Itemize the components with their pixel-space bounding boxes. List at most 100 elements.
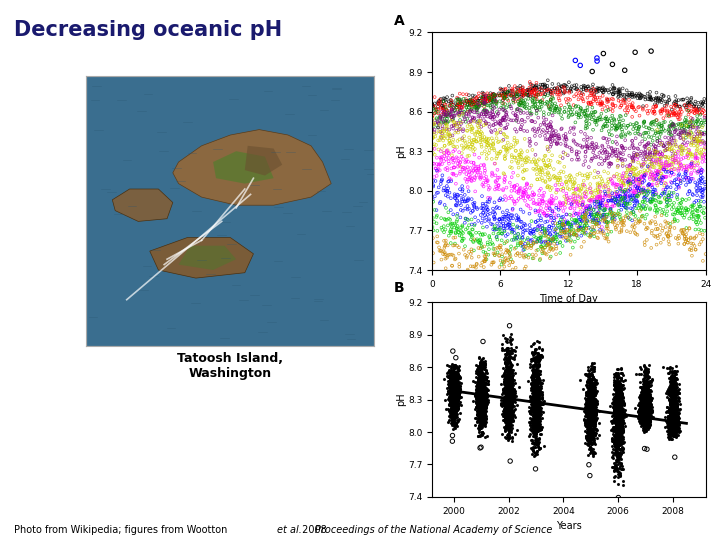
Point [478,375,490,383]
Point [617,150,629,159]
Point [667,367,679,376]
Point [477,406,489,414]
Point [637,408,649,417]
Point [641,391,652,400]
Point [655,130,667,138]
Point [445,407,456,415]
Point [545,132,557,140]
Point [564,231,575,240]
Point [663,153,675,161]
Point [633,187,644,195]
Point [638,384,649,393]
Point [570,219,581,227]
Point [471,400,482,409]
Point [639,396,651,405]
Point [530,376,541,385]
Point [571,201,582,210]
Point [638,398,649,407]
Point [547,221,559,230]
Point [668,411,680,420]
Text: B: B [394,281,405,295]
Point [500,377,511,386]
Point [616,438,628,447]
Point [672,393,683,402]
Point [666,410,678,419]
Point [460,109,472,118]
Point [667,119,679,128]
Point [674,114,685,123]
Point [578,81,590,90]
Point [527,362,539,371]
Point [539,208,550,217]
Point [505,374,517,383]
Point [697,129,708,138]
Point [504,218,516,227]
Point [666,372,678,380]
Point [580,418,592,427]
Point [637,409,649,418]
Point [474,397,486,406]
Point [446,404,458,413]
Point [530,139,541,148]
Point [625,204,636,213]
Point [639,414,650,422]
Point [467,124,478,133]
Point [642,415,653,423]
Point [445,229,456,238]
Point [481,431,492,440]
Point [588,450,599,459]
Point [495,401,507,409]
Point [499,371,510,380]
Point [583,84,595,93]
Point [559,192,570,201]
Point [588,232,600,241]
Point [652,167,664,176]
Point [533,416,544,425]
Point [613,390,625,399]
Point [500,406,512,414]
Point [672,388,683,397]
Point [475,383,487,391]
Point [472,399,484,408]
Point [462,100,473,109]
Point [554,199,566,208]
Point [596,141,608,150]
Point [591,426,603,435]
Point [444,367,455,375]
Point [667,395,679,403]
Point [487,110,499,119]
Point [521,90,532,98]
Point [449,219,460,228]
Point [540,237,552,246]
Point [591,387,603,396]
Point [476,417,487,426]
Point [501,347,513,355]
Point [504,421,516,429]
Point [447,374,459,382]
Point [618,418,630,427]
Point [551,224,562,233]
Point [474,396,486,404]
Point [430,177,441,185]
Point [576,193,588,201]
Point [586,403,598,412]
Point [585,408,596,417]
Point [636,417,648,426]
Point [500,377,512,386]
Point [525,379,536,388]
Point [642,408,653,417]
Point [475,399,487,408]
Point [642,400,653,409]
Point [641,383,652,392]
Point [616,462,627,470]
Point [606,202,617,211]
Point [642,191,653,199]
Point [654,127,666,136]
Point [641,410,652,419]
Point [531,226,542,234]
Point [584,418,595,427]
Point [511,187,523,196]
Point [667,366,679,375]
Point [696,138,708,146]
Point [531,383,542,392]
